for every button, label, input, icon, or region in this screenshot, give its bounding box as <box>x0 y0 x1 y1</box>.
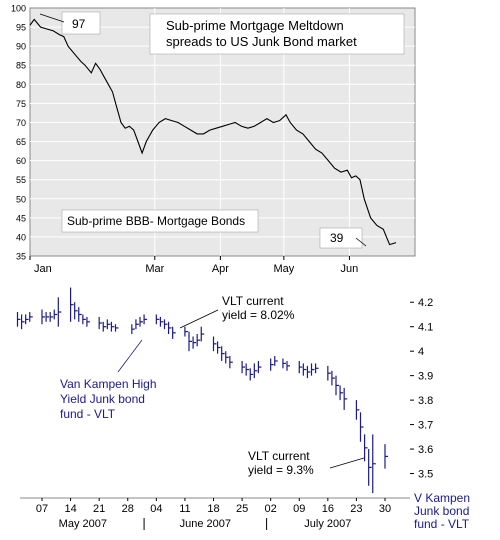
x-tick-label: 25 <box>236 503 248 515</box>
y-tick-label: 55 <box>16 175 26 185</box>
y-axis-ticks: 35 40 45 50 55 60 65 70 75 80 85 90 95 100 <box>11 4 26 262</box>
annotation-97-box <box>61 11 101 35</box>
annotation-text: VLT current <box>222 294 284 308</box>
series-label-line: Yield Junk bond <box>60 392 145 406</box>
y-tick-label: 75 <box>16 99 26 109</box>
series-line <box>29 18 397 246</box>
series-label-leader <box>117 339 143 373</box>
vlt-fund-chart: 3.53.63.73.83.944.14.2 07 14 21 28 04 11 18 25 0… <box>16 287 470 531</box>
x-tick-label: 11 <box>179 503 190 515</box>
x-tick-label: 02 <box>265 503 277 515</box>
title-box <box>149 13 405 55</box>
month-labels: May 2007 June 2007 July 2007 <box>59 518 351 530</box>
y-tick-label: 4 <box>418 346 424 358</box>
y-tick-label: 60 <box>16 156 26 166</box>
x-tick-label: 14 <box>64 503 76 515</box>
right-axis-ticks: 3.5 3.6 3.7 3.8 3.9 4 4.1 4.2 <box>410 297 433 481</box>
chart-title-line1: Sub-prime Mortgage Meltdown <box>166 18 344 33</box>
y-tick-label: 35 <box>16 252 26 262</box>
right-label-line: V Kampen <box>414 491 470 505</box>
x-tick-label: 04 <box>150 503 162 515</box>
x-tick-label: 23 <box>350 503 362 515</box>
y-tick-label: 3.9 <box>418 371 433 383</box>
y-tick-label: 70 <box>16 118 26 128</box>
annotation-leader <box>179 309 219 329</box>
y-tick-label: 95 <box>16 23 26 33</box>
y-tick-label: 3.6 <box>418 444 433 456</box>
x-tick-label: Jun <box>341 263 359 275</box>
x-axis-ticks: 07 14 21 28 04 11 18 25 02 09 16 23 30 <box>36 498 391 515</box>
y-tick-label: 65 <box>16 137 26 147</box>
y-tick-label: 45 <box>16 213 26 223</box>
y-tick-label: 3.7 <box>418 420 433 432</box>
mortgage-bond-chart: 35 40 45 50 55 60 65 70 75 80 85 90 95 100 Jan Mar Apr M… <box>11 4 416 275</box>
x-tick-label: Mar <box>145 263 164 275</box>
y-tick-label: 90 <box>16 42 26 52</box>
y-tick-label: 3.5 <box>418 469 433 481</box>
x-tick-label: 16 <box>322 503 334 515</box>
x-tick-label: 18 <box>207 503 219 515</box>
x-tick-label: Apr <box>212 263 229 275</box>
annotation-97: 97 <box>72 17 86 31</box>
annotation-97-leader <box>39 13 65 23</box>
x-tick-label: 21 <box>93 503 105 515</box>
y-tick-label: 3.8 <box>418 395 433 407</box>
series-label-line: fund - VLT <box>60 407 116 421</box>
y-tick-label: 40 <box>16 232 26 242</box>
x-tick-label: 28 <box>122 503 134 515</box>
annotation-39-box <box>319 227 363 249</box>
annotation-text: yield = 8.02% <box>222 308 295 322</box>
annotation-39: 39 <box>330 231 344 245</box>
y-tick-label: 4.2 <box>418 297 433 309</box>
annotation-leader <box>329 457 365 469</box>
x-tick-label: 07 <box>36 503 48 515</box>
month-label: July 2007 <box>304 518 351 530</box>
y-tick-label: 50 <box>16 194 26 204</box>
x-tick-label: 09 <box>293 503 305 515</box>
chart-title-line2: spreads to US Junk Bond market <box>166 34 357 49</box>
series-label-box <box>61 209 259 233</box>
x-tick-label: 30 <box>379 503 391 515</box>
y-tick-label: 100 <box>11 4 26 14</box>
price-bars <box>16 287 388 494</box>
y-tick-label: 80 <box>16 80 26 90</box>
annotation-text: yield = 9.3% <box>248 463 314 477</box>
x-axis-ticks: Jan Mar Apr May Jun <box>29 256 359 275</box>
series-label: Sub-prime BBB- Mortgage Bonds <box>67 214 245 228</box>
right-label-line: Junk bond <box>414 504 469 518</box>
y-tick-label: 4.1 <box>418 322 433 334</box>
series-label-line: Van Kampen High <box>60 377 157 391</box>
annotation-39-leader <box>355 237 367 247</box>
annotation-text: VLT current <box>248 449 310 463</box>
x-tick-label: May <box>273 263 294 275</box>
right-label-line: fund - VLT <box>414 517 470 531</box>
x-tick-label: Jan <box>34 263 52 275</box>
month-label: June 2007 <box>180 518 231 530</box>
y-tick-label: 85 <box>16 61 26 71</box>
month-label: May 2007 <box>59 518 107 530</box>
